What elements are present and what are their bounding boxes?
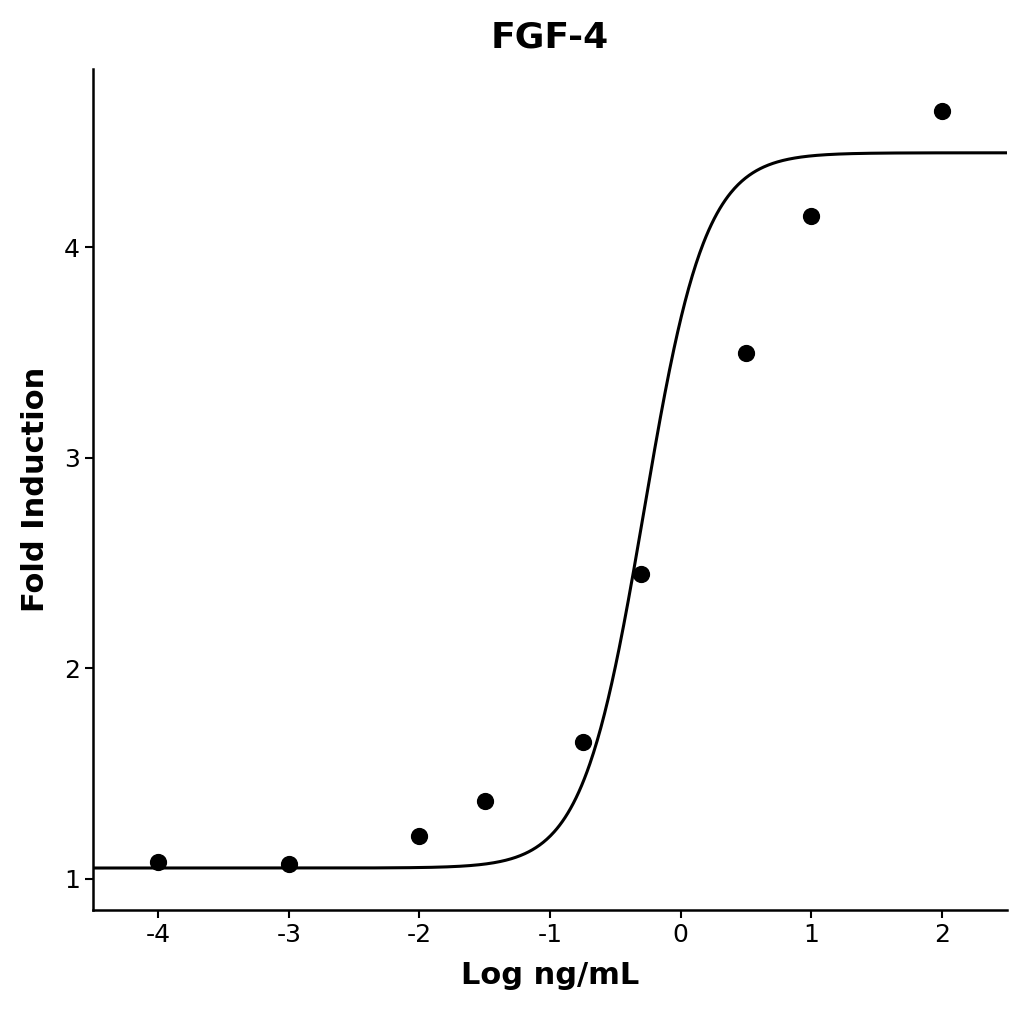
Point (281, 855, 297, 871)
X-axis label: Log ng/mL: Log ng/mL (461, 961, 639, 990)
Point (575, 734, 591, 750)
Point (477, 793, 493, 809)
Point (738, 345, 755, 361)
Point (933, 103, 950, 119)
Point (633, 565, 650, 581)
Point (803, 208, 819, 224)
Point (411, 828, 428, 844)
Y-axis label: Fold Induction: Fold Induction (21, 367, 49, 612)
Title: FGF-4: FGF-4 (491, 21, 610, 55)
Point (150, 853, 167, 869)
